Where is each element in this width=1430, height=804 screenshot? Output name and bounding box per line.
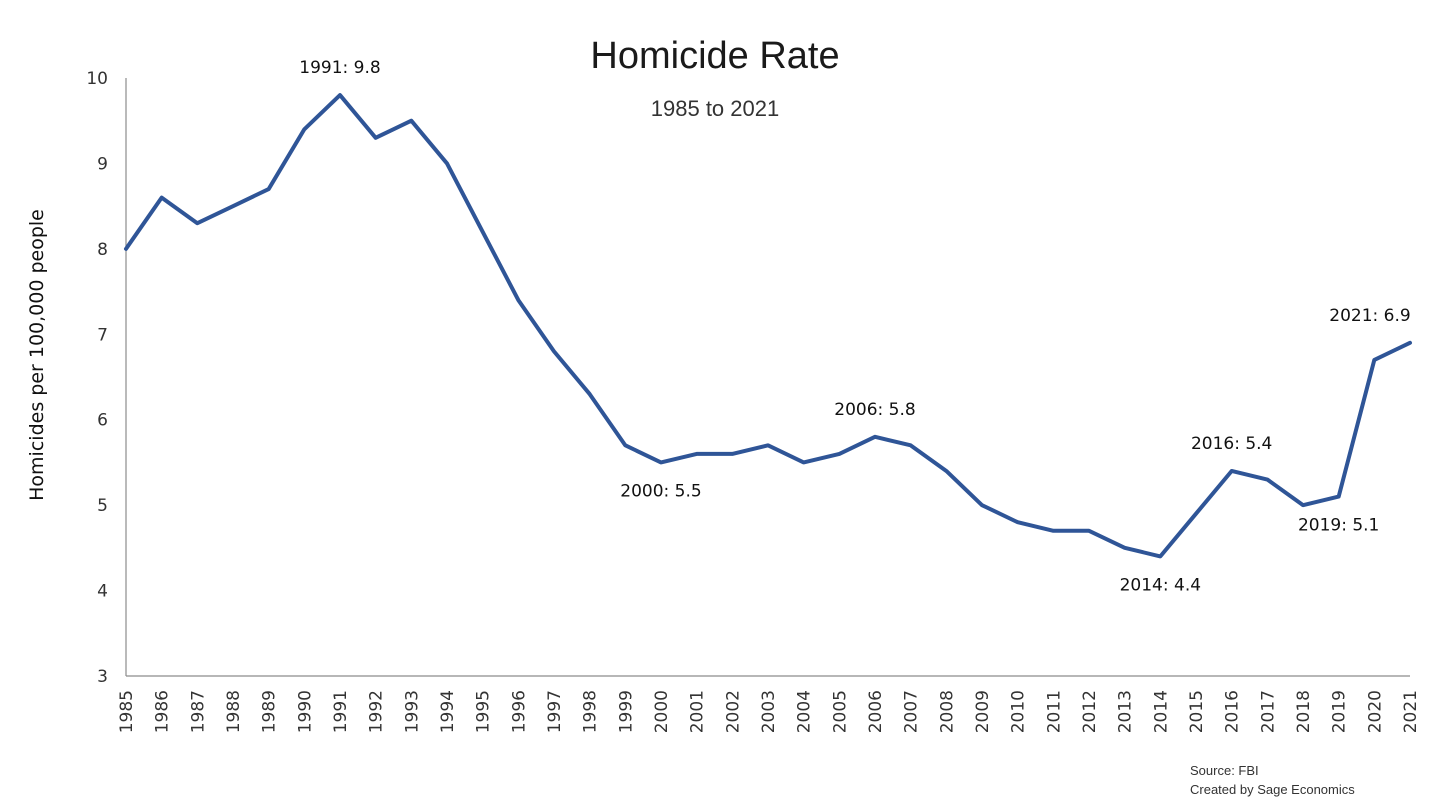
credit-note: Created by Sage Economics	[1190, 782, 1355, 797]
data-point-1987	[195, 221, 199, 225]
x-tick-label: 2007	[902, 690, 922, 733]
x-tick-label: 1992	[367, 690, 387, 733]
y-tick-label: 8	[97, 240, 108, 260]
x-tick-label: 2014	[1151, 690, 1171, 733]
annotation-label: 2006: 5.8	[834, 400, 915, 420]
y-tick-label: 7	[97, 325, 108, 345]
x-tick-label: 2001	[688, 690, 708, 733]
x-tick-label: 2021	[1401, 690, 1421, 733]
data-point-2007	[909, 443, 913, 447]
x-tick-label: 1987	[188, 690, 208, 733]
data-point-1985	[124, 247, 128, 251]
data-point-2014	[1158, 554, 1162, 558]
y-axis-label: Homicides per 100,000 people	[26, 209, 48, 501]
x-tick-label: 2004	[795, 690, 815, 733]
data-point-2002	[730, 452, 734, 456]
data-point-1990	[302, 127, 306, 131]
data-point-1992	[374, 136, 378, 140]
data-point-2012	[1087, 529, 1091, 533]
x-tick-label: 2019	[1330, 690, 1350, 733]
x-tick-label: 1998	[581, 690, 601, 733]
data-point-2017	[1265, 478, 1269, 482]
x-tick-label: 1989	[260, 690, 280, 733]
x-tick-label: 2011	[1044, 690, 1064, 733]
x-tick-label: 2013	[1116, 690, 1136, 733]
x-tick-label: 2010	[1009, 690, 1029, 733]
annotation-label: 2016: 5.4	[1191, 434, 1272, 454]
chart-title: Homicide Rate	[590, 35, 839, 77]
x-tick-label: 2012	[1080, 690, 1100, 733]
data-point-2016	[1230, 469, 1234, 473]
x-tick-label: 2017	[1258, 690, 1278, 733]
x-ticks: 1985 1986 1987 1988 1989 1990 1991 1992 1993 1994…	[117, 690, 1421, 733]
annotation-label: 2019: 5.1	[1298, 516, 1379, 536]
y-tick-label: 3	[97, 667, 108, 687]
x-tick-label: 1994	[438, 690, 458, 733]
y-tick-label: 5	[97, 496, 108, 516]
x-tick-label: 2003	[759, 690, 779, 733]
x-tick-label: 2002	[723, 690, 743, 733]
data-point-1988	[231, 204, 235, 208]
data-point-2020	[1372, 358, 1376, 362]
data-point-2000	[659, 460, 663, 464]
x-tick-label: 1991	[331, 690, 351, 733]
series-line-homicide-rate	[124, 93, 1412, 559]
data-point-2019	[1337, 495, 1341, 499]
data-point-1989	[267, 187, 271, 191]
x-tick-label: 1993	[402, 690, 422, 733]
x-tick-label: 2015	[1187, 690, 1207, 733]
x-tick-label: 2018	[1294, 690, 1314, 733]
data-point-2021	[1408, 341, 1412, 345]
data-point-1994	[445, 161, 449, 165]
x-tick-label: 1997	[545, 690, 565, 733]
chart-subtitle: 1985 to 2021	[651, 96, 779, 121]
y-ticks: 3 4 5 6 7 8 9 10	[86, 69, 108, 687]
data-point-2005	[837, 452, 841, 456]
x-tick-label: 2016	[1223, 690, 1243, 733]
data-point-2004	[802, 460, 806, 464]
annotation-label: 2014: 4.4	[1120, 575, 1201, 595]
data-point-2013	[1123, 546, 1127, 550]
annotation-label: 1991: 9.8	[299, 58, 380, 78]
data-point-2011	[1051, 529, 1055, 533]
x-tick-label: 2008	[937, 690, 957, 733]
annotation-label: 2000: 5.5	[620, 481, 701, 501]
data-point-2008	[944, 469, 948, 473]
y-tick-label: 4	[97, 582, 108, 602]
data-point-1995	[481, 230, 485, 234]
data-point-1986	[160, 196, 164, 200]
x-tick-label: 2009	[973, 690, 993, 733]
data-point-1991	[338, 93, 342, 97]
x-tick-label: 2000	[652, 690, 672, 733]
x-tick-label: 1986	[153, 690, 173, 733]
data-point-1999	[623, 443, 627, 447]
data-point-2003	[766, 443, 770, 447]
data-point-1998	[588, 392, 592, 396]
source-note: Source: FBI	[1190, 763, 1259, 778]
y-tick-label: 9	[97, 154, 108, 174]
data-point-1997	[552, 349, 556, 353]
annotations: 1991: 9.8 2000: 5.5 2006: 5.8 2014: 4.4 2016…	[299, 58, 1410, 595]
annotation-label: 2021: 6.9	[1329, 306, 1410, 326]
data-point-1996	[516, 298, 520, 302]
data-point-2006	[873, 435, 877, 439]
data-point-2001	[695, 452, 699, 456]
x-tick-label: 1995	[474, 690, 494, 733]
x-tick-label: 1988	[224, 690, 244, 733]
y-tick-label: 10	[86, 69, 108, 89]
x-tick-label: 2005	[830, 690, 850, 733]
x-tick-label: 1996	[509, 690, 529, 733]
x-tick-label: 2020	[1365, 690, 1385, 733]
data-point-1993	[409, 119, 413, 123]
x-tick-label: 1999	[616, 690, 636, 733]
data-point-2018	[1301, 503, 1305, 507]
x-tick-label: 2006	[866, 690, 886, 733]
x-tick-label: 1985	[117, 690, 137, 733]
data-point-2009	[980, 503, 984, 507]
data-point-2010	[1016, 520, 1020, 524]
x-tick-label: 1990	[295, 690, 315, 733]
y-tick-label: 6	[97, 411, 108, 431]
data-point-2015	[1194, 512, 1198, 516]
